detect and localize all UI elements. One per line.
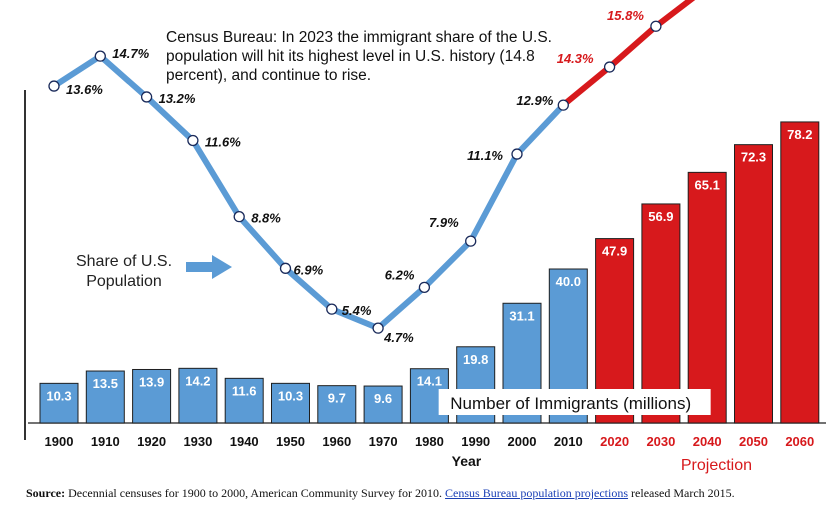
- bar-label-1960: 9.7: [328, 391, 346, 406]
- x-tick-1940: 1940: [230, 434, 259, 449]
- source-text: Decennial censuses for 1900 to 2000, Ame…: [65, 486, 446, 500]
- share-label-2000: 11.1%: [467, 148, 503, 163]
- x-tick-1970: 1970: [369, 434, 398, 449]
- share-point-1940: [233, 210, 245, 223]
- share-label-1910: 14.7%: [112, 46, 149, 61]
- bar-1950: [271, 382, 310, 424]
- share-point-1970: [372, 322, 384, 334]
- bar-2040: [687, 171, 727, 424]
- bar-label-2050: 72.3: [741, 150, 766, 165]
- bar-label-1910: 13.5: [93, 376, 118, 391]
- x-tick-1960: 1960: [322, 434, 351, 449]
- share-point-1910: [94, 50, 106, 62]
- share-label-2030: 15.8%: [607, 8, 644, 23]
- bar-label-1980: 14.1: [417, 374, 442, 389]
- source-note: Source: Decennial censuses for 1900 to 2…: [26, 486, 826, 500]
- bar-label-1950: 10.3: [278, 388, 303, 403]
- share-label-1930: 11.6%: [205, 134, 241, 149]
- bar-series-label-bg: [438, 389, 711, 415]
- bar-label-2040: 65.1: [695, 177, 720, 192]
- share-label-1960: 5.4%: [342, 303, 372, 318]
- bar-2060: [780, 121, 820, 424]
- share-label-1980: 6.2%: [385, 267, 415, 282]
- share-label-2010: 12.9%: [516, 93, 553, 108]
- share-arrow-shaft: [186, 262, 214, 272]
- x-tick-1950: 1950: [276, 434, 305, 449]
- share-point-1900: [48, 80, 60, 92]
- x-tick-1920: 1920: [137, 434, 166, 449]
- x-axis-title: Year: [452, 453, 482, 469]
- share-point-1990: [465, 235, 477, 247]
- x-tick-2030: 2030: [646, 434, 675, 449]
- share-of-population-label: Share of U.S. Population: [75, 253, 173, 290]
- x-tick-1980: 1980: [415, 434, 444, 449]
- share-label-2020: 14.3%: [557, 51, 594, 66]
- share-point-1930: [187, 134, 199, 147]
- x-tick-1930: 1930: [183, 434, 212, 449]
- source-tail: released March 2015.: [628, 486, 735, 500]
- share-label-1990: 7.9%: [429, 215, 459, 230]
- x-tick-2000: 2000: [508, 434, 537, 449]
- bar-label-2060: 78.2: [787, 127, 812, 142]
- share-line-projection: [560, 0, 696, 109]
- bar-1940: [224, 377, 264, 424]
- census-annotation: Census Bureau: In 2023 the immigrant sha…: [166, 29, 552, 84]
- projection-label: Projection: [681, 457, 752, 474]
- bar-series-label: Number of Immigrants (millions): [450, 394, 691, 413]
- share-point-1920: [140, 91, 153, 103]
- x-tick-2050: 2050: [739, 434, 768, 449]
- bar-1970: [363, 385, 403, 424]
- share-line-historical: [51, 53, 567, 332]
- bar-label-2010: 40.0: [556, 274, 581, 289]
- share-arrow-head: [212, 255, 232, 279]
- bar-label-1900: 10.3: [46, 388, 71, 403]
- left-frame-line: [24, 90, 26, 440]
- share-label-1970: 4.7%: [383, 330, 414, 345]
- share-point-2010: [557, 99, 569, 111]
- bar-1910: [85, 370, 125, 424]
- share-label-1920: 13.2%: [159, 91, 196, 106]
- bar-label-2030: 56.9: [648, 209, 673, 224]
- x-tick-2020: 2020: [600, 434, 629, 449]
- x-tick-1910: 1910: [91, 434, 120, 449]
- x-tick-1900: 1900: [45, 434, 74, 449]
- bar-1920: [132, 368, 172, 424]
- share-point-1980: [418, 281, 431, 294]
- share-point-1960: [326, 303, 338, 315]
- share-point-2020: [603, 61, 616, 73]
- bar-2030: [641, 203, 681, 424]
- bar-label-2020: 47.9: [602, 244, 627, 259]
- x-tick-2010: 2010: [554, 434, 583, 449]
- bar-label-1970: 9.6: [374, 391, 392, 406]
- x-tick-2040: 2040: [693, 434, 722, 449]
- bar-label-1920: 13.9: [139, 374, 164, 389]
- source-bold: Source:: [26, 486, 66, 500]
- x-tick-1990: 1990: [461, 434, 490, 449]
- bar-1900: [39, 382, 79, 424]
- bar-2050: [734, 144, 773, 424]
- x-tick-2060: 2060: [785, 434, 814, 449]
- share-point-1950: [279, 262, 292, 274]
- share-point-2030: [650, 20, 662, 32]
- bar-label-1990: 19.8: [463, 352, 488, 367]
- projections-link[interactable]: Census Bureau population projections: [445, 486, 629, 500]
- share-label-1940: 8.8%: [251, 211, 281, 226]
- bar-label-1940: 11.6: [232, 383, 257, 398]
- bar-label-2000: 31.1: [509, 308, 534, 323]
- share-label-1950: 6.9%: [294, 262, 324, 277]
- bar-1960: [317, 385, 357, 424]
- bar-label-1930: 14.2: [185, 373, 210, 388]
- share-point-2000: [511, 148, 523, 160]
- share-label-1900: 13.6%: [66, 82, 103, 97]
- bar-1930: [178, 367, 218, 424]
